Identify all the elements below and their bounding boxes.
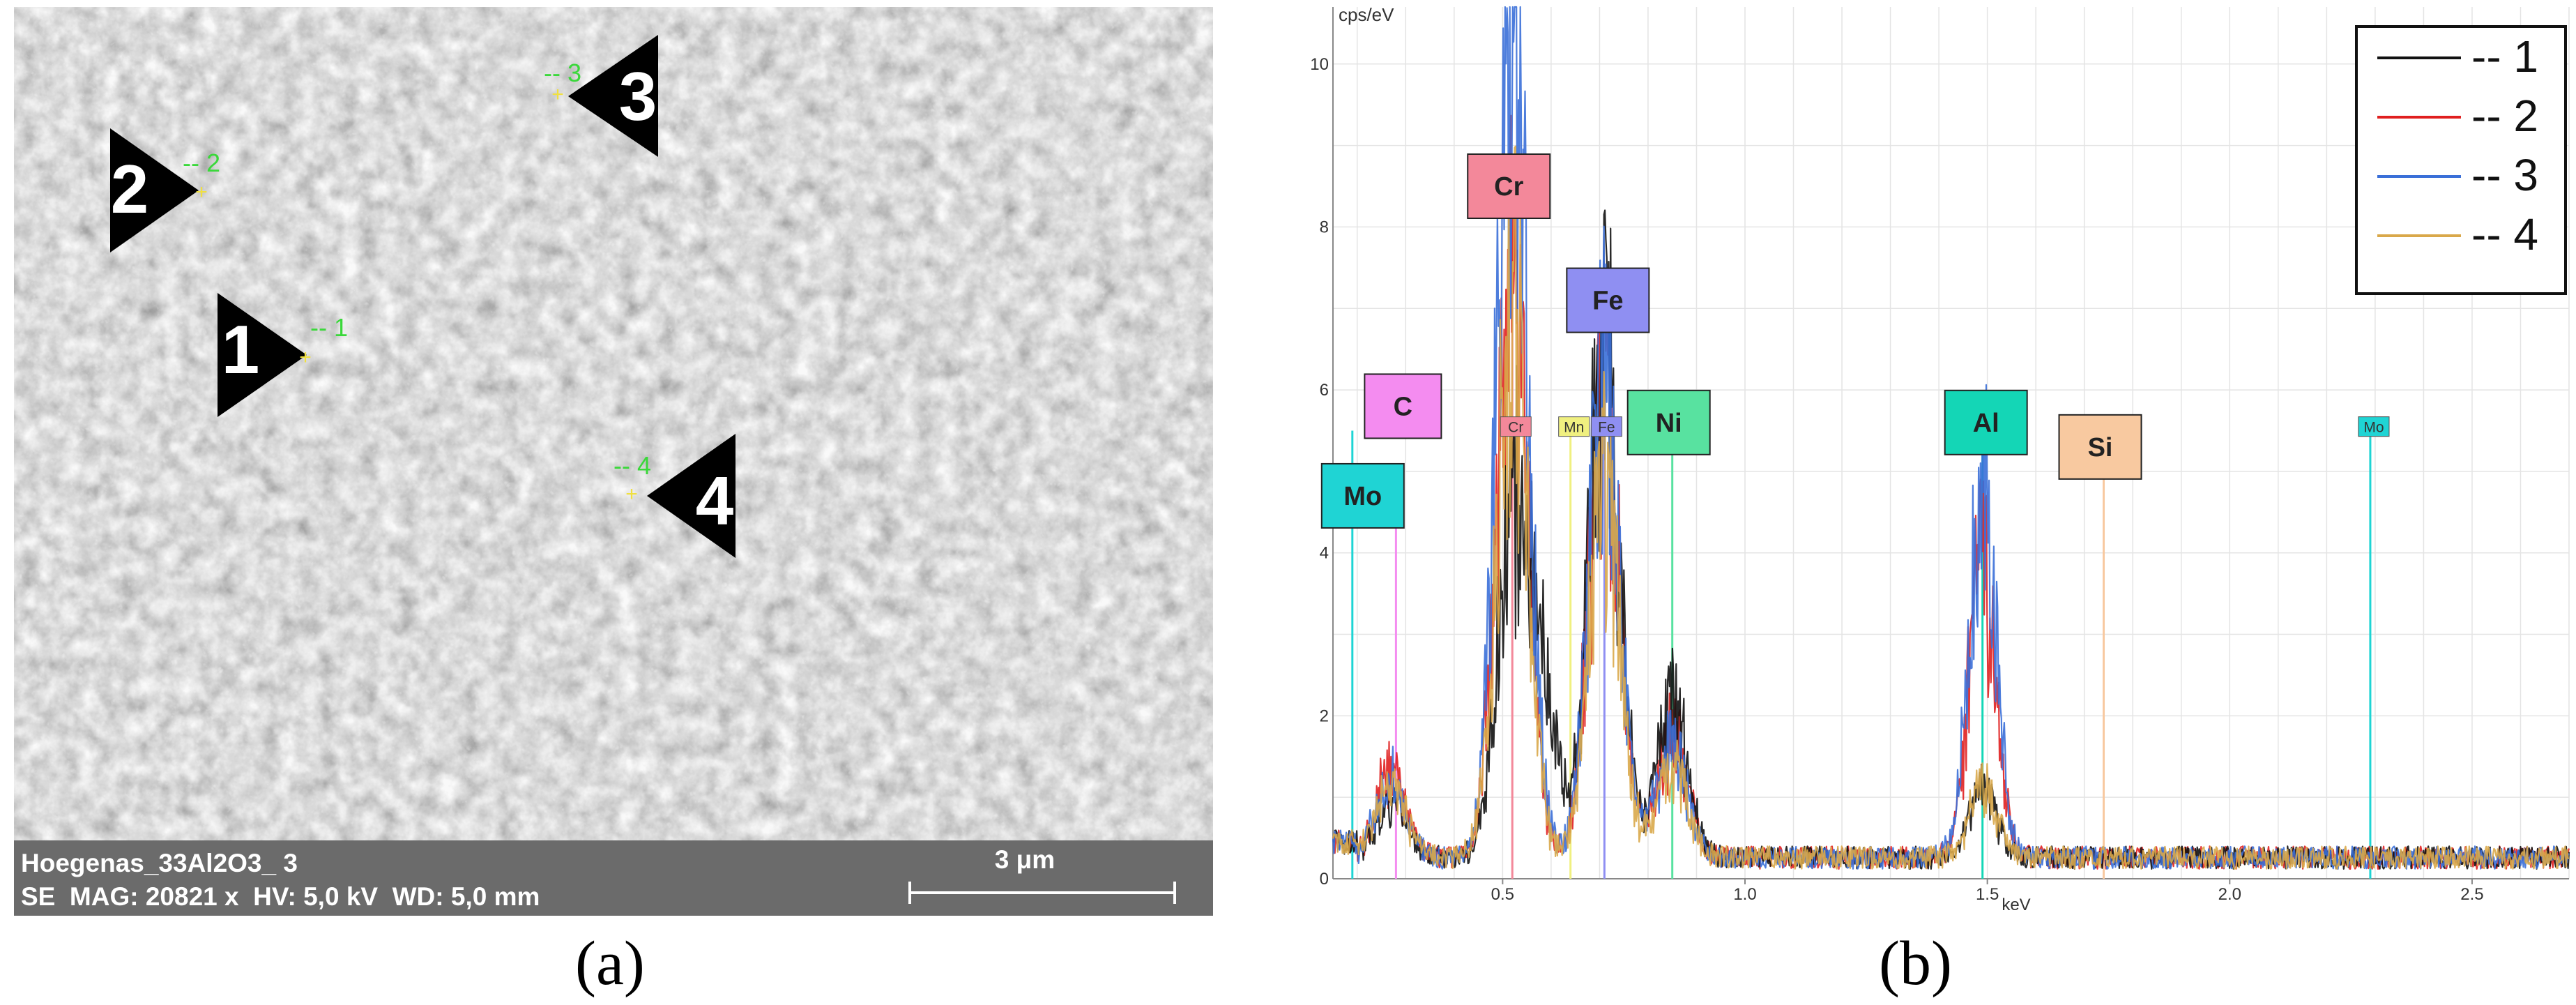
element-box-label-al: Al [1973, 409, 1999, 438]
element-tag-label-cr: Cr [1508, 420, 1523, 436]
element-tag-label-mo: Mo [2363, 420, 2384, 436]
legend-box [2355, 25, 2567, 295]
chart-axes: 0.5 1.0 1.5 2.0 2.5 0 2 4 6 8 10 [1310, 7, 2569, 904]
svg-text:1: 1 [222, 311, 260, 388]
y-tick-label: 4 [1320, 544, 1329, 563]
sem-panel: Hoegenas_33Al2O3_ 3 SE MAG: 20821 x HV: … [0, 0, 1227, 921]
element-box-label-fe: Fe [1592, 287, 1623, 316]
element-box-label-ni: Ni [1656, 409, 1682, 438]
marker-4: 4 -- 4 + [613, 434, 736, 558]
y-tick-label: 8 [1320, 218, 1329, 236]
element-box-mo [1320, 462, 1405, 529]
y-tick-label: 10 [1311, 55, 1329, 74]
svg-text:4: 4 [696, 462, 734, 539]
scalebar-label: 3 μm [995, 845, 1055, 874]
element-box-cr [1467, 153, 1551, 220]
element-tag-mn [1558, 416, 1590, 437]
series-line-4 [1332, 145, 2570, 870]
marker-3-tag: -- 3 [544, 59, 581, 87]
legend-label-4: -- 4 [2471, 209, 2538, 259]
x-tick-label: 0.5 [1491, 885, 1514, 904]
element-tag-fe [1590, 416, 1622, 437]
element-box-label-cr: Cr [1494, 172, 1523, 202]
marker-2: 2 -- 2 + [110, 128, 220, 252]
series-group [1332, 6, 2570, 870]
x-axis-label: keV [2002, 896, 2030, 914]
x-tick-label: 2.0 [2218, 885, 2241, 904]
svg-text:2: 2 [111, 151, 149, 227]
scalebar [908, 882, 1176, 904]
y-tick-label: 0 [1320, 870, 1329, 889]
y-tick-label: 6 [1320, 381, 1329, 400]
legend-label-1: -- 1 [2471, 31, 2538, 82]
element-box-si [2058, 414, 2142, 480]
element-box-al [1944, 389, 2028, 455]
caption-b: (b) [1879, 929, 1952, 998]
element-box-fe [1566, 267, 1650, 333]
chart-legend: -- 1 -- 2 -- 3 -- 4 [2355, 25, 2567, 295]
element-box-c [1364, 373, 1442, 439]
element-box-label-c: C [1394, 392, 1412, 421]
element-tag-label-fe: Fe [1598, 420, 1615, 436]
legend-label-2: -- 2 [2471, 91, 2538, 141]
marker-2-cross: + [195, 181, 208, 204]
marker-3-cross: + [551, 83, 564, 106]
marker-3: 3 -- 3 + [544, 35, 658, 157]
x-tick-label: 1.0 [1733, 885, 1756, 904]
x-tick-label: 1.5 [1976, 885, 1999, 904]
element-tag-cr [1500, 416, 1532, 437]
caption-a: (a) [575, 929, 645, 998]
element-tag-label-mn: Mn [1564, 420, 1584, 436]
element-box-ni [1626, 389, 1711, 455]
marker-4-cross: + [625, 483, 638, 506]
sem-info-line: SE MAG: 20821 x HV: 5,0 kV WD: 5,0 mm [21, 882, 540, 911]
marker-1: 1 -- 1 + [218, 293, 348, 417]
element-box-label-si: Si [2088, 433, 2113, 462]
x-tick-label: 2.5 [2460, 885, 2483, 904]
marker-2-tag: -- 2 [183, 149, 220, 177]
y-axis-label: cps/eV [1339, 4, 1394, 25]
element-tag-mo [2358, 416, 2390, 437]
svg-text:3: 3 [619, 58, 657, 135]
element-box-label-mo: Mo [1343, 482, 1382, 511]
marker-1-cross: + [299, 346, 312, 369]
marker-1-tag: -- 1 [310, 313, 348, 342]
chart-grid [1333, 7, 2570, 879]
legend-label-3: -- 3 [2471, 150, 2538, 200]
element-labels: CrCrFeFeMnCMoMNiAlSiMo [1320, 153, 2390, 529]
sem-info-bar [14, 840, 1213, 916]
sem-sample-name: Hoegenas_33Al2O3_ 3 [21, 849, 298, 877]
marker-4-tag: -- 4 [613, 451, 651, 480]
y-tick-label: 2 [1320, 706, 1329, 725]
sem-image: Hoegenas_33Al2O3_ 3 SE MAG: 20821 x HV: … [14, 7, 1213, 916]
